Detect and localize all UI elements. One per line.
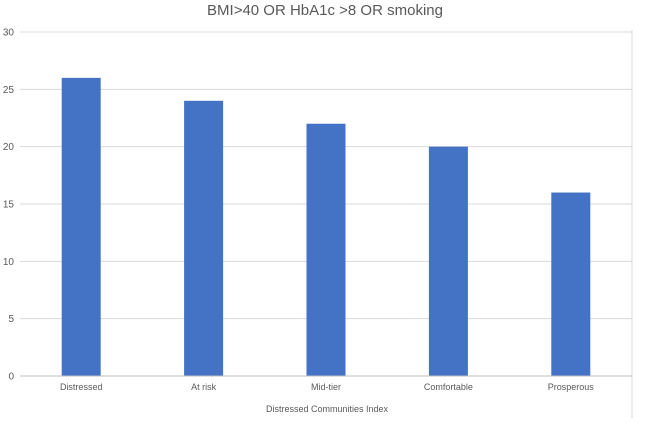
x-axis-ticks: Distressed At risk Mid-tier Comfortable Pros…	[60, 382, 594, 392]
bar-mid-tier	[306, 123, 346, 376]
y-tick-label: 15	[3, 200, 15, 211]
y-tick-label: 25	[3, 85, 15, 96]
y-tick-label: 0	[8, 372, 14, 383]
y-tick-label: 10	[3, 257, 15, 268]
x-tick-label: Prosperous	[548, 382, 595, 392]
y-tick-label: 5	[8, 314, 14, 325]
y-axis-ticks: 0 5 10 15 20 25 30	[3, 28, 15, 383]
y-tick-label: 30	[3, 28, 15, 39]
chart-title: BMI>40 OR HbA1c >8 OR smoking	[207, 2, 443, 19]
bar-distressed	[61, 77, 101, 376]
y-tick-label: 20	[3, 142, 15, 153]
bar-prosperous	[551, 192, 591, 376]
x-axis-label: Distressed Communities Index	[266, 404, 389, 414]
x-tick-label: Distressed	[60, 382, 103, 392]
bars	[61, 77, 591, 377]
x-tick-label: Comfortable	[424, 382, 473, 392]
bar-at-risk	[184, 100, 224, 377]
x-tick-label: Mid-tier	[311, 382, 341, 392]
bar-comfortable	[428, 146, 468, 376]
x-tick-label: At risk	[191, 382, 217, 392]
